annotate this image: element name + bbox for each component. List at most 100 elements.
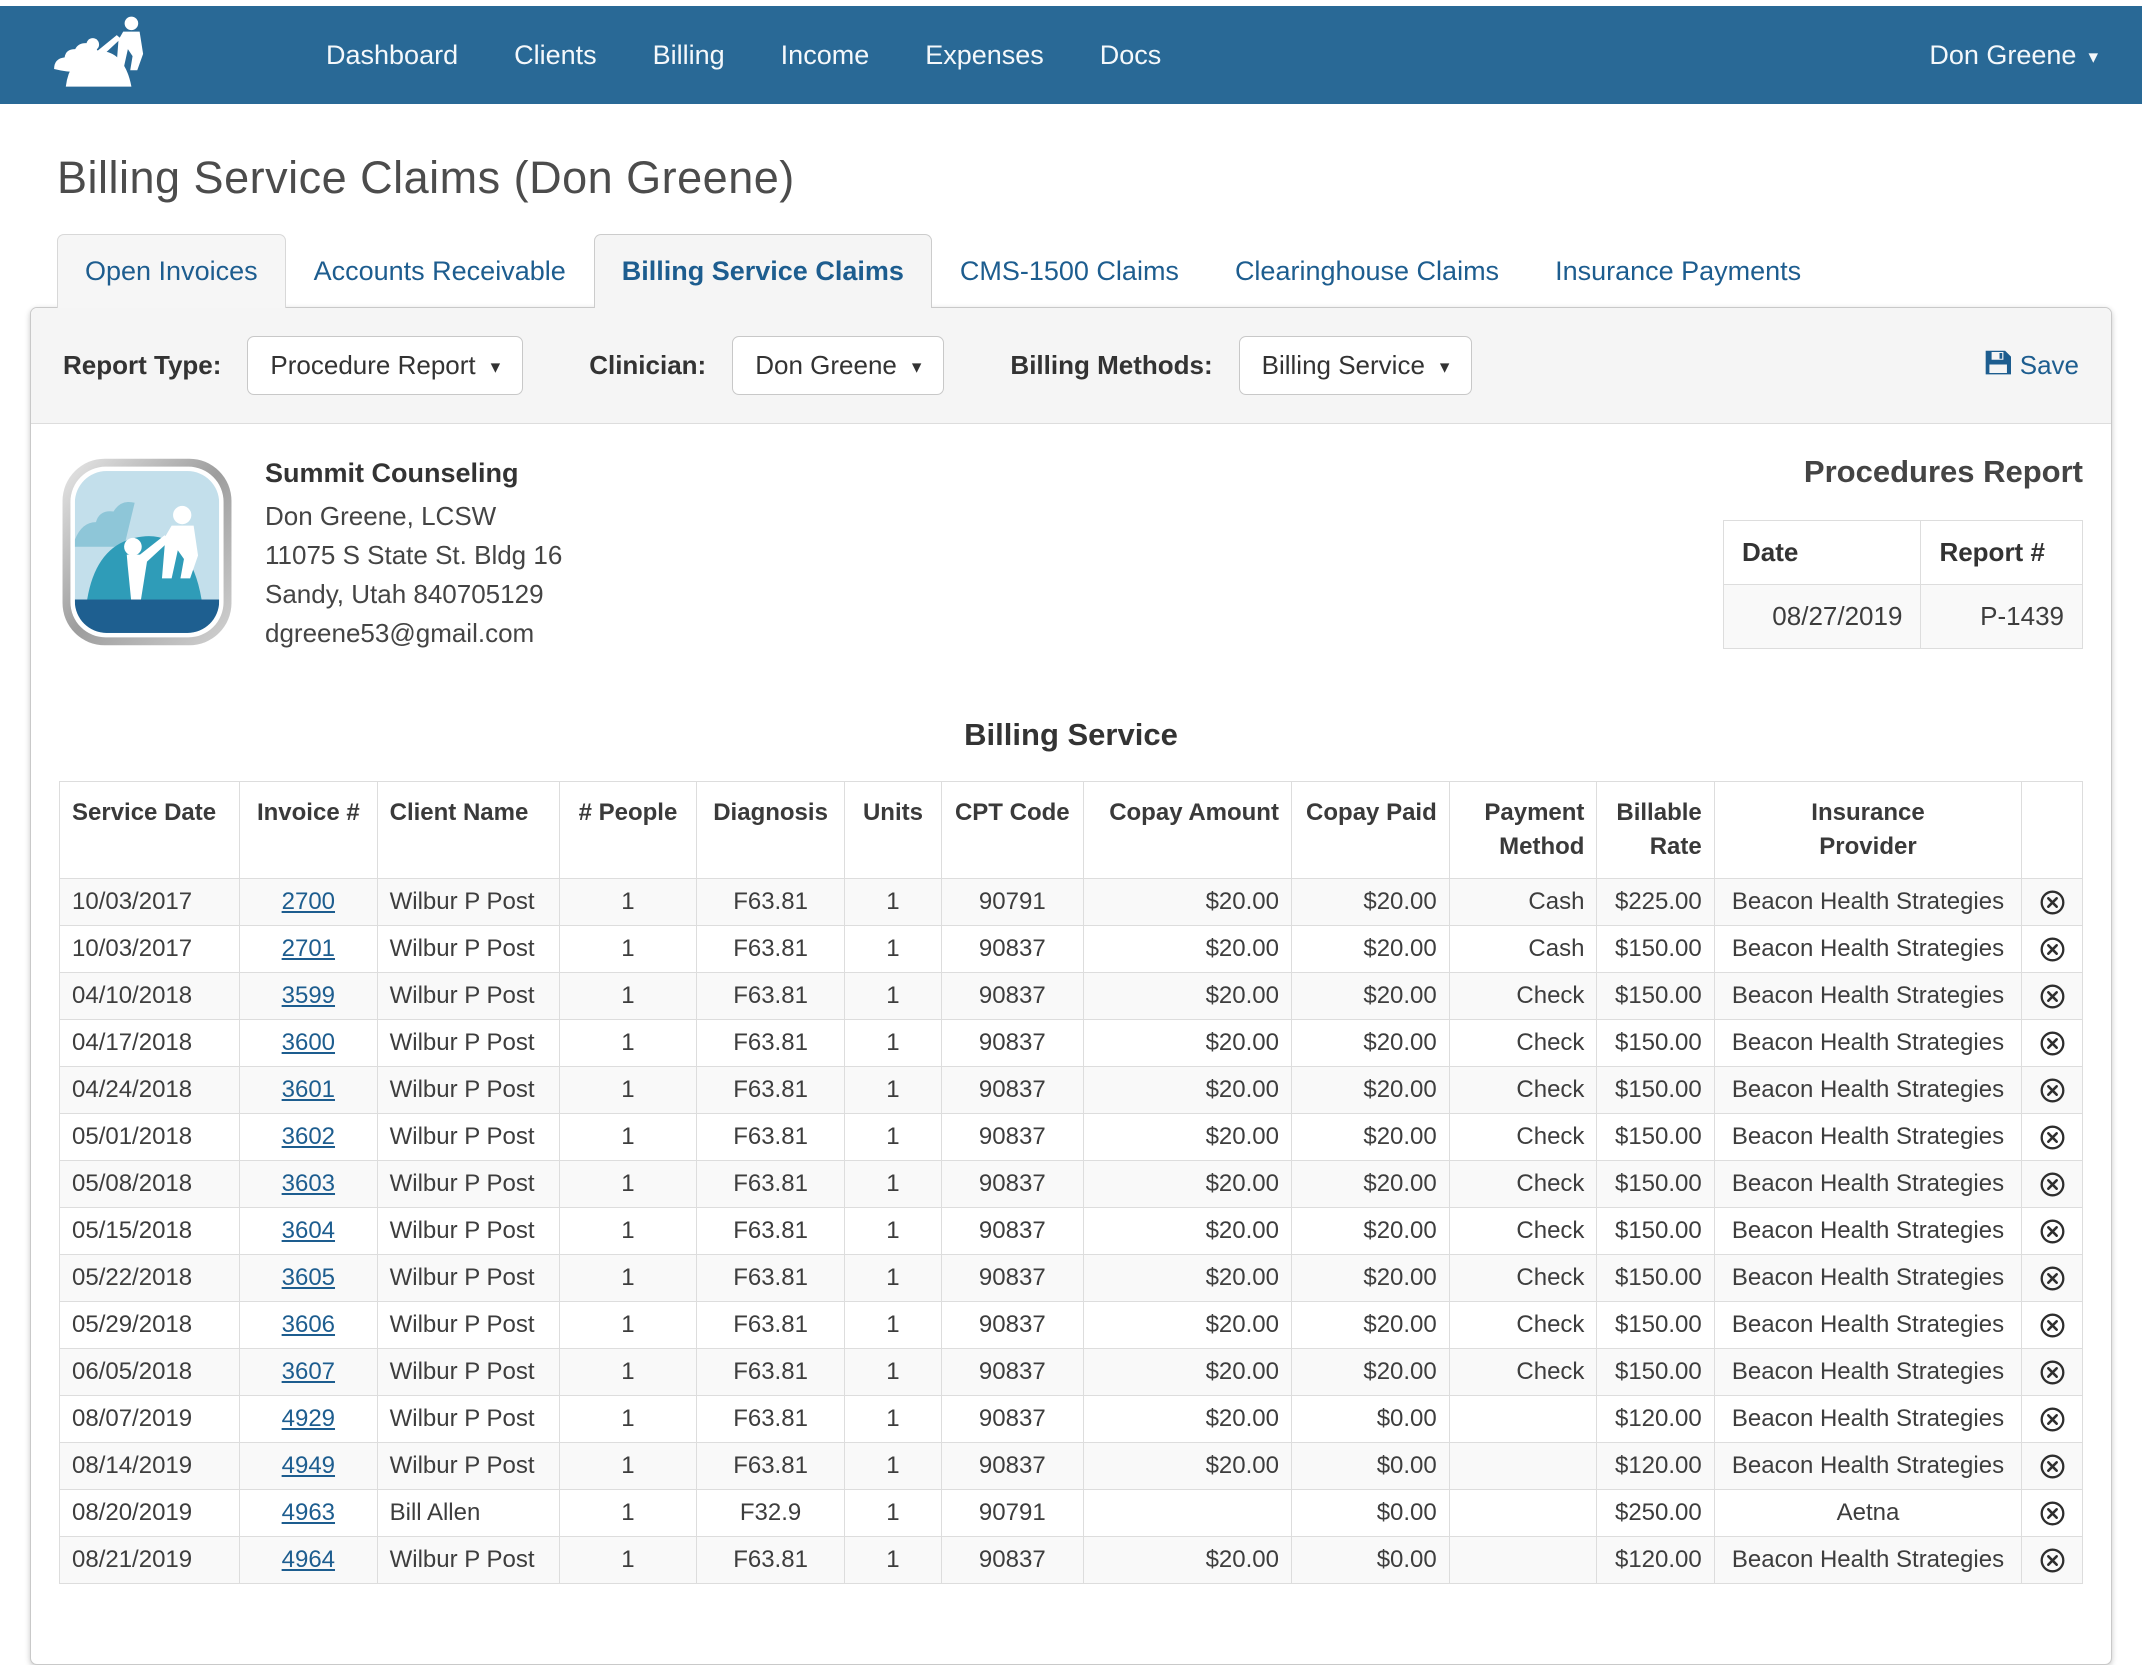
cell-copay-amount: $20.00 bbox=[1082, 972, 1292, 1020]
circle-x-icon[interactable] bbox=[2021, 1113, 2083, 1161]
cell-service-date: 05/15/2018 bbox=[58, 1207, 241, 1255]
column-header-remove bbox=[2021, 781, 2083, 879]
tab-insurance-payments[interactable]: Insurance Payments bbox=[1555, 256, 1802, 286]
cell-service-date: 10/03/2017 bbox=[58, 925, 241, 973]
invoice-link[interactable]: 4964 bbox=[281, 1546, 336, 1573]
invoice-link[interactable]: 3605 bbox=[281, 1264, 336, 1291]
invoice-link[interactable]: 4949 bbox=[281, 1452, 336, 1479]
invoice-link[interactable]: 3606 bbox=[281, 1311, 336, 1338]
cell-payment-method: Check bbox=[1448, 1019, 1598, 1067]
cell-units: 1 bbox=[843, 1395, 943, 1443]
nav-item-clients[interactable]: Clients bbox=[514, 39, 597, 70]
cell-billable-rate: $120.00 bbox=[1596, 1442, 1715, 1490]
cell-client: Wilbur P Post bbox=[376, 972, 560, 1020]
circle-x-icon[interactable] bbox=[2021, 1019, 2083, 1067]
billing-service-table: Service Date Invoice # Client Name # People… bbox=[58, 781, 2083, 1584]
cell-units: 1 bbox=[843, 1254, 943, 1302]
invoice-link[interactable]: 3600 bbox=[281, 1029, 336, 1056]
cell-payment-method bbox=[1448, 1489, 1598, 1537]
circle-x-icon[interactable] bbox=[2021, 1536, 2083, 1584]
nav-item-docs[interactable]: Docs bbox=[1099, 39, 1162, 70]
cell-diagnosis: F63.81 bbox=[696, 878, 845, 926]
cell-invoice: 3599 bbox=[239, 972, 378, 1020]
cell-client: Wilbur P Post bbox=[376, 1442, 560, 1490]
circle-x-icon[interactable] bbox=[2021, 972, 2083, 1020]
tab-cms-1500-claims[interactable]: CMS-1500 Claims bbox=[959, 256, 1179, 286]
column-header-payment-method: Payment Method bbox=[1448, 781, 1598, 879]
cell-copay-paid: $20.00 bbox=[1290, 1066, 1450, 1114]
tab-open-invoices[interactable]: Open Invoices bbox=[57, 234, 286, 308]
cell-people: 1 bbox=[558, 925, 698, 973]
cell-client: Wilbur P Post bbox=[376, 1160, 560, 1208]
save-button[interactable]: Save bbox=[1984, 349, 2079, 383]
cell-payment-method: Check bbox=[1448, 1348, 1598, 1396]
cell-client: Wilbur P Post bbox=[376, 1536, 560, 1584]
nav-item-expenses[interactable]: Expenses bbox=[925, 39, 1044, 70]
clinician-dropdown[interactable]: Don Greene ▾ bbox=[732, 336, 945, 395]
practice-email: dgreene53@gmail.com bbox=[265, 618, 535, 648]
invoice-link[interactable]: 3599 bbox=[281, 982, 336, 1009]
cell-people: 1 bbox=[558, 1207, 698, 1255]
cell-service-date: 04/24/2018 bbox=[58, 1066, 241, 1114]
cell-service-date: 08/14/2019 bbox=[58, 1442, 241, 1490]
invoice-link[interactable]: 2700 bbox=[281, 888, 336, 915]
cell-cpt: 90837 bbox=[941, 1019, 1084, 1067]
nav-item-dashboard[interactable]: Dashboard bbox=[326, 39, 459, 70]
nav-item-billing[interactable]: Billing bbox=[652, 39, 725, 70]
user-menu[interactable]: Don Greene ▾ bbox=[1929, 40, 2098, 71]
invoice-link[interactable]: 3601 bbox=[281, 1076, 336, 1103]
table-row: 05/29/2018 3606 Wilbur P Post 1 F63.81 1 90837… bbox=[58, 1301, 2083, 1349]
cell-copay-paid: $20.00 bbox=[1290, 1019, 1450, 1067]
invoice-link[interactable]: 2701 bbox=[281, 935, 336, 962]
cell-people: 1 bbox=[558, 972, 698, 1020]
report-type-dropdown[interactable]: Procedure Report ▾ bbox=[247, 336, 524, 395]
billing-methods-dropdown[interactable]: Billing Service ▾ bbox=[1238, 336, 1473, 395]
tab-billing-service-claims[interactable]: Billing Service Claims bbox=[593, 234, 932, 308]
cell-copay-paid: $0.00 bbox=[1290, 1536, 1450, 1584]
cell-payment-method: Check bbox=[1448, 1254, 1598, 1302]
tab-clearinghouse-claims[interactable]: Clearinghouse Claims bbox=[1234, 256, 1500, 286]
circle-x-icon[interactable] bbox=[2021, 1207, 2083, 1255]
top-navbar: Dashboard Clients Billing Income Expenses Doc… bbox=[0, 6, 2142, 104]
invoice-link[interactable]: 3607 bbox=[281, 1358, 336, 1385]
circle-x-icon[interactable] bbox=[2021, 1489, 2083, 1537]
cell-service-date: 08/20/2019 bbox=[58, 1489, 241, 1537]
table-row: 08/20/2019 4963 Bill Allen 1 F32.9 1 90791 $0.0… bbox=[58, 1489, 2083, 1537]
invoice-link[interactable]: 4963 bbox=[281, 1499, 336, 1526]
circle-x-icon[interactable] bbox=[2021, 1254, 2083, 1302]
column-header-units: Units bbox=[843, 781, 943, 879]
cell-copay-amount bbox=[1082, 1489, 1292, 1537]
invoice-link[interactable]: 3604 bbox=[281, 1217, 336, 1244]
circle-x-icon[interactable] bbox=[2021, 1348, 2083, 1396]
invoice-link[interactable]: 3603 bbox=[281, 1170, 336, 1197]
nav-item-income[interactable]: Income bbox=[780, 39, 870, 70]
floppy-icon bbox=[1984, 349, 2011, 383]
circle-x-icon[interactable] bbox=[2021, 1395, 2083, 1443]
circle-x-icon[interactable] bbox=[2021, 1066, 2083, 1114]
cell-insurance: Beacon Health Strategies bbox=[1713, 972, 2023, 1020]
column-header-diagnosis: Diagnosis bbox=[696, 781, 845, 879]
invoice-link[interactable]: 4929 bbox=[281, 1405, 336, 1432]
cell-invoice: 3605 bbox=[239, 1254, 378, 1302]
cell-insurance: Beacon Health Strategies bbox=[1713, 1019, 2023, 1067]
tab-accounts-receivable[interactable]: Accounts Receivable bbox=[313, 256, 566, 286]
cell-copay-paid: $20.00 bbox=[1290, 878, 1450, 926]
table-row: 05/01/2018 3602 Wilbur P Post 1 F63.81 1 90837… bbox=[58, 1113, 2083, 1161]
cell-billable-rate: $150.00 bbox=[1596, 1019, 1715, 1067]
circle-x-icon[interactable] bbox=[2021, 925, 2083, 973]
cell-copay-amount: $20.00 bbox=[1082, 1113, 1292, 1161]
cell-people: 1 bbox=[558, 1113, 698, 1161]
circle-x-icon[interactable] bbox=[2021, 878, 2083, 926]
clinician-value: Don Greene bbox=[755, 350, 897, 380]
cell-client: Wilbur P Post bbox=[376, 1348, 560, 1396]
invoice-link[interactable]: 3602 bbox=[281, 1123, 336, 1150]
circle-x-icon[interactable] bbox=[2021, 1160, 2083, 1208]
cell-cpt: 90837 bbox=[941, 1395, 1084, 1443]
practice-header: Summit Counseling Don Greene, LCSW 11075… bbox=[59, 454, 2083, 653]
cell-service-date: 08/21/2019 bbox=[58, 1536, 241, 1584]
circle-x-icon[interactable] bbox=[2021, 1442, 2083, 1490]
cell-copay-paid: $0.00 bbox=[1290, 1442, 1450, 1490]
cell-people: 1 bbox=[558, 1395, 698, 1443]
cell-invoice: 3604 bbox=[239, 1207, 378, 1255]
circle-x-icon[interactable] bbox=[2021, 1301, 2083, 1349]
